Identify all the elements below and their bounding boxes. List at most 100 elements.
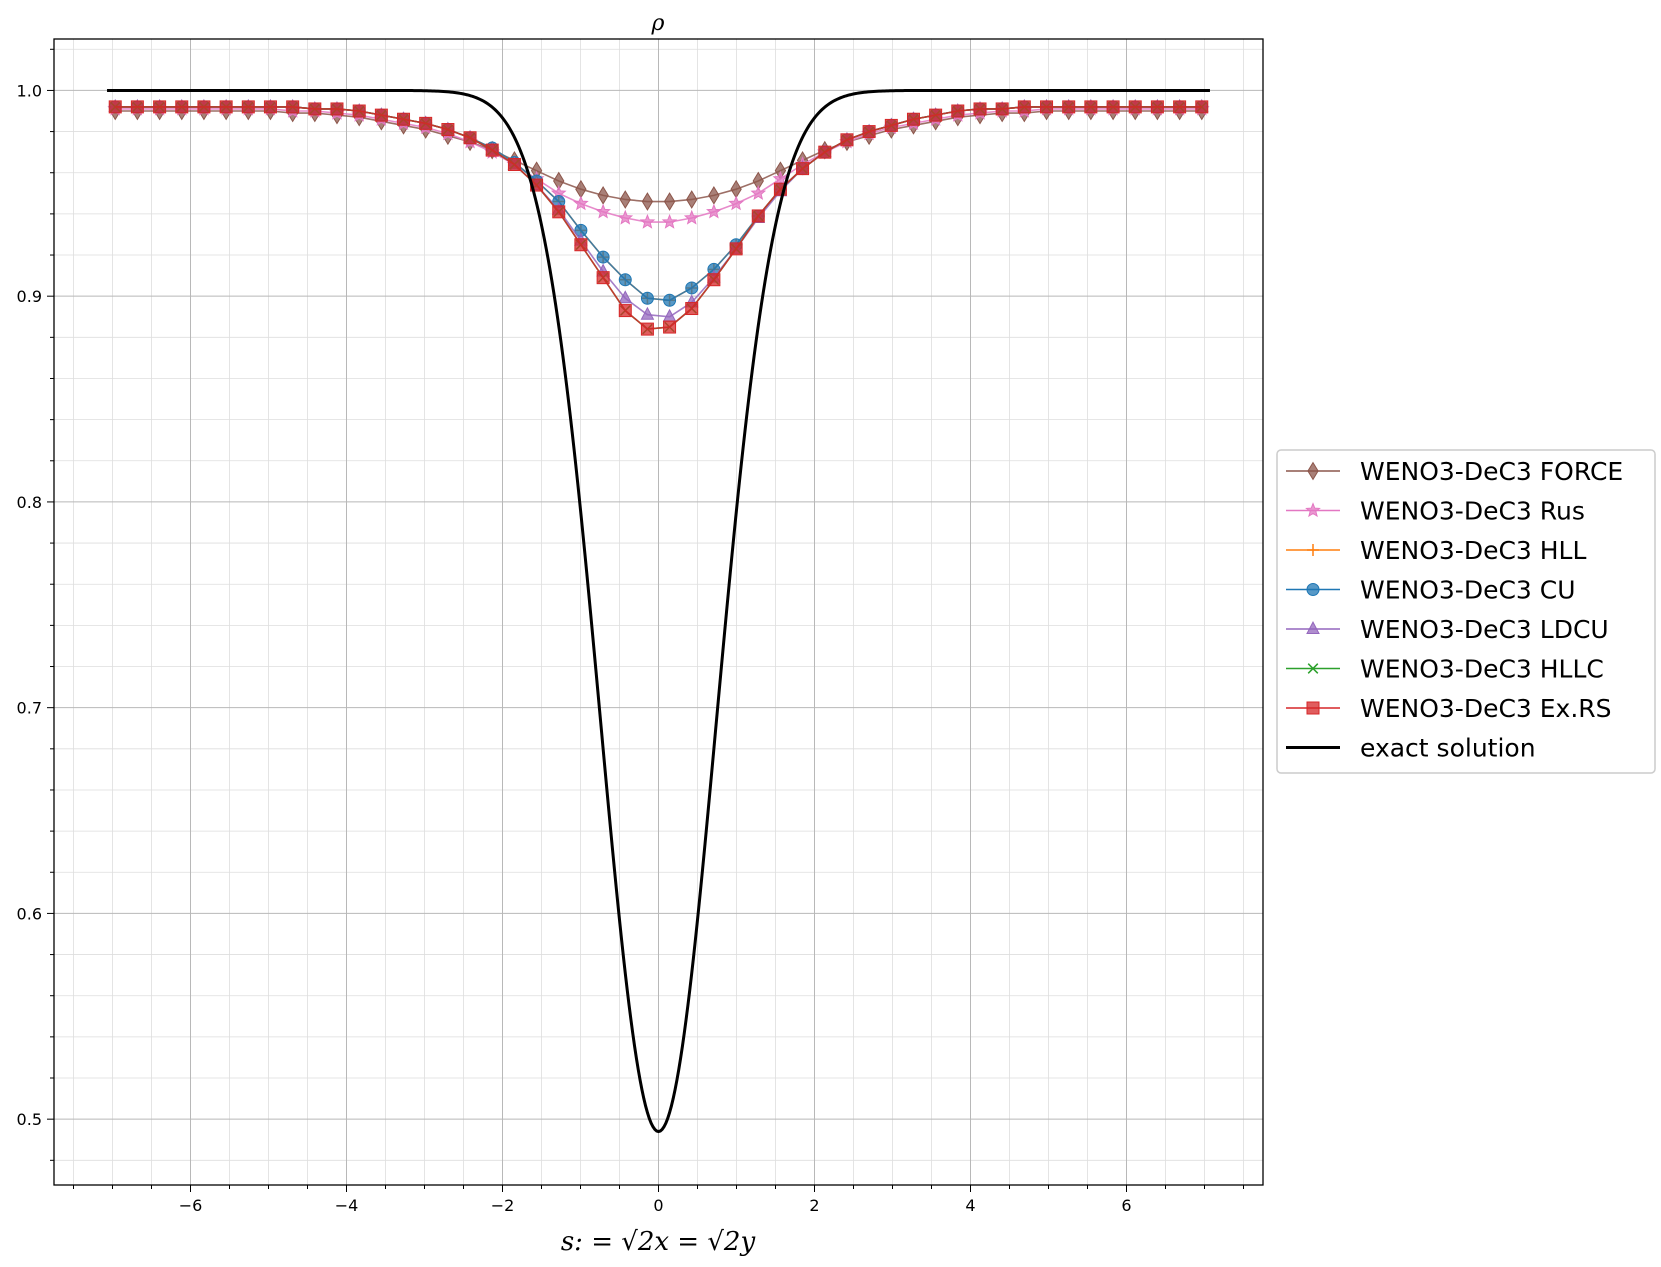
data-point	[108, 100, 122, 114]
legend-label: WENO3-DeC3 FORCE	[1360, 457, 1623, 486]
data-point	[175, 100, 189, 114]
chart-title: ρ	[651, 11, 665, 36]
x-tick-label: −6	[179, 1196, 203, 1215]
legend-label: WENO3-DeC3 HLLC	[1360, 655, 1604, 684]
data-point	[197, 100, 211, 114]
data-point	[929, 108, 943, 122]
data-point	[683, 209, 700, 225]
data-point	[818, 145, 832, 159]
data-point	[596, 250, 610, 264]
data-point	[618, 304, 632, 318]
data-point	[1040, 100, 1054, 114]
data-point	[463, 131, 477, 145]
legend-label: WENO3-DeC3 CU	[1360, 576, 1576, 605]
data-point	[728, 195, 744, 211]
data-point	[973, 102, 987, 116]
y-tick-label: 0.8	[17, 493, 42, 512]
data-point	[641, 192, 654, 211]
data-point	[1306, 701, 1320, 715]
ticks-layer	[47, 48, 1244, 1192]
data-point	[685, 281, 699, 295]
data-point	[1307, 663, 1319, 674]
data-point	[573, 195, 589, 211]
data-point	[485, 143, 499, 157]
data-point	[1062, 100, 1076, 114]
y-tick-label: 0.5	[17, 1110, 42, 1129]
data-point	[617, 209, 634, 225]
exact-solution-layer	[107, 88, 1210, 1134]
data-point	[663, 293, 677, 307]
data-point	[1017, 100, 1031, 114]
data-point	[618, 273, 632, 287]
data-point	[1106, 100, 1120, 114]
data-point	[729, 242, 743, 256]
data-point	[130, 100, 144, 114]
data-point	[685, 302, 699, 316]
data-point	[906, 112, 920, 126]
data-point	[661, 213, 678, 229]
data-point	[640, 291, 654, 305]
data-point	[1307, 544, 1319, 556]
legend-label: exact solution	[1360, 734, 1536, 763]
data-point	[639, 213, 656, 229]
data-point	[1195, 100, 1209, 114]
x-tick-label: −2	[491, 1196, 515, 1215]
data-point	[397, 112, 411, 126]
data-point	[1306, 583, 1320, 596]
minor-grid	[54, 39, 1263, 1185]
data-point	[884, 118, 898, 132]
x-tick-label: −4	[335, 1196, 359, 1215]
data-point	[1173, 100, 1187, 114]
data-point	[640, 322, 654, 336]
data-point	[507, 158, 521, 172]
x-axis-label: s: = √2x = √2y	[561, 1227, 756, 1257]
data-point	[330, 102, 344, 116]
y-tick-label: 1.0	[17, 81, 42, 100]
legend-entry: WENO3-DeC3 Rus	[1286, 497, 1585, 526]
data-point	[751, 209, 765, 223]
data-point	[153, 100, 167, 114]
x-tick-label: 6	[1121, 1196, 1131, 1215]
data-point	[618, 290, 633, 304]
data-point	[595, 203, 611, 219]
legend-entry: WENO3-DeC3 LDCU	[1286, 615, 1609, 644]
data-point	[286, 100, 300, 114]
data-point	[1150, 100, 1164, 114]
data-point	[263, 100, 277, 114]
data-point	[352, 104, 366, 118]
y-tick-label: 0.6	[17, 904, 42, 923]
data-point	[374, 108, 388, 122]
data-point	[1084, 100, 1098, 114]
exact-solution-line	[107, 88, 1210, 1134]
data-point	[686, 190, 698, 209]
data-point	[663, 192, 676, 211]
legend-box	[1276, 449, 1656, 774]
data-point	[241, 100, 255, 114]
data-point	[619, 190, 631, 209]
legend-label: WENO3-DeC3 LDCU	[1360, 615, 1609, 644]
data-point	[706, 203, 722, 219]
legend-entry: WENO3-DeC3 CU	[1286, 576, 1576, 605]
legend-entry: WENO3-DeC3 HLL	[1286, 536, 1586, 565]
data-point	[951, 104, 965, 118]
legend-label: WENO3-DeC3 HLL	[1360, 536, 1586, 565]
legend-label: WENO3-DeC3 Rus	[1360, 497, 1585, 526]
data-point	[772, 170, 789, 186]
data-point	[552, 205, 566, 219]
x-tick-labels: −6 −4 −2 0 2 4 6	[179, 1196, 1132, 1215]
legend: WENO3-DeC3 FORCE WENO3-DeC3 Rus WENO3-DeC3…	[1276, 449, 1656, 774]
x-tick-label: 0	[653, 1196, 663, 1215]
data-point	[1306, 621, 1320, 634]
series-layer	[107, 98, 1210, 336]
data-point	[840, 133, 854, 147]
legend-entry: WENO3-DeC3 HLLC	[1286, 655, 1604, 684]
legend-entry: exact solution	[1286, 734, 1536, 763]
y-tick-label: 0.9	[17, 287, 42, 306]
data-point	[796, 162, 810, 176]
data-point	[1128, 100, 1142, 114]
data-point	[441, 123, 455, 137]
legend-entries: WENO3-DeC3 FORCE WENO3-DeC3 Rus WENO3-DeC3…	[1286, 457, 1623, 763]
data-point	[1305, 502, 1321, 518]
data-point	[707, 273, 721, 287]
